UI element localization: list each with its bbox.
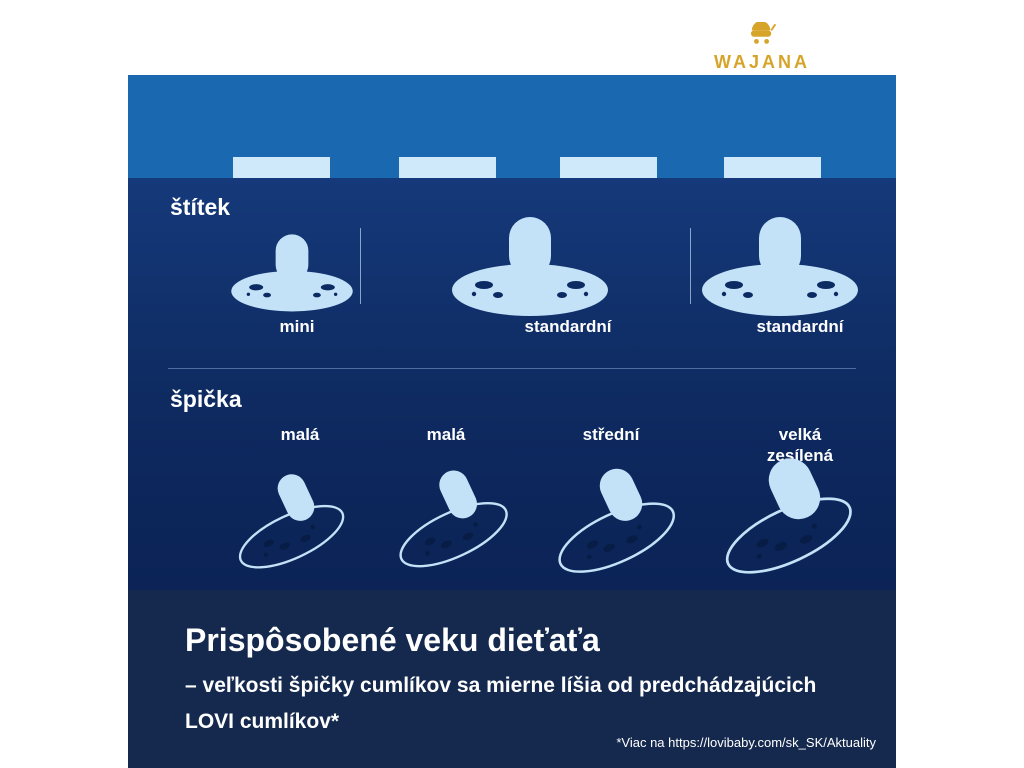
comparison-panel: štítek [128, 178, 896, 590]
footer-subtitle-line2: LOVI cumlíkov* [185, 710, 340, 733]
footer-footnote: *Viac na https://lovibaby.com/sk_SK/Aktu… [616, 735, 876, 750]
divider [690, 228, 691, 304]
logo-name: WAJANA [713, 52, 810, 72]
footer-title: Prispôsobené veku dieťaťa [185, 622, 600, 658]
tip-row-label: špička [170, 386, 242, 412]
pacifier-tip-medium-icon [558, 468, 676, 573]
divider [360, 228, 361, 304]
shield-size-label: mini [279, 317, 315, 336]
shield-size-label: standardní [756, 317, 844, 336]
tip-size-label: malá [426, 425, 466, 444]
pacifier-shield-standard-icon [702, 217, 858, 316]
footer-subtitle-line1: – veľkosti špičky cumlíkov sa mierne líš… [185, 674, 817, 697]
tip-size-label: střední [582, 425, 640, 444]
pacifier-tip-small-icon [238, 474, 345, 569]
age-band: 0-2m 0-6m 6-18m 18m+ [128, 75, 896, 245]
pacifier-tip-large-icon [725, 458, 852, 574]
pacifier-tip-small-icon [399, 470, 508, 568]
pacifier-shield-mini-icon [231, 234, 353, 312]
infographic-content: WAJANA baby shop 0-2m 0-6m 6-18m 18m+ št… [128, 0, 896, 768]
tip-size-label: malá [280, 425, 320, 444]
pacifier-shield-standard-icon [452, 217, 608, 316]
shield-size-label: standardní [524, 317, 612, 336]
divider [168, 368, 856, 369]
pram-icon [750, 21, 777, 44]
shield-row-label: štítek [170, 194, 231, 220]
footer-panel: Prispôsobené veku dieťaťa – veľkosti špi… [128, 590, 896, 768]
